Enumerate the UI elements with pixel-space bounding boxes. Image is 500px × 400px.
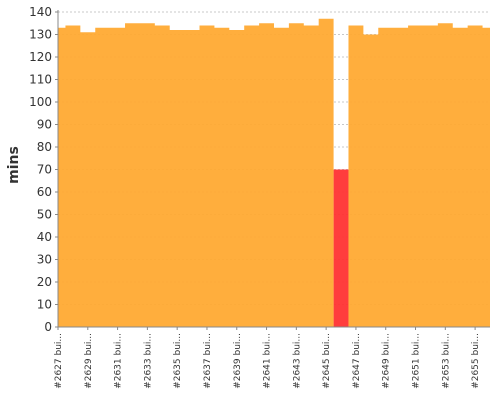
x-tick-label: #2649 bui...	[382, 333, 392, 389]
x-tick-label: #2629 bui...	[84, 333, 94, 389]
x-tick-label: #2627 bui...	[54, 333, 64, 389]
x-tick-label: #2655 bui...	[471, 333, 481, 389]
y-axis-title: mins	[6, 146, 22, 184]
x-tick-label: #2643 bui...	[292, 333, 302, 389]
x-tick-label: #2651 bui...	[412, 333, 422, 389]
y-tick-label: 70	[37, 163, 52, 177]
plot-area	[58, 18, 490, 327]
x-tick-label: #2653 bui...	[441, 333, 451, 389]
y-tick-label: 10	[37, 298, 52, 312]
y-tick-label: 40	[37, 230, 52, 244]
x-tick-label: #2647 bui...	[352, 333, 362, 389]
series-area	[58, 18, 490, 327]
x-tick-label: #2639 bui...	[233, 333, 243, 389]
y-tick-labels: 0 10 20 30 40 50 60 70 80 90 100 110 120 130 140	[29, 5, 52, 334]
y-tick-label: 20	[37, 275, 52, 289]
x-tick-labels: #2627 bui... #2629 bui... #2631 bui... #263…	[54, 333, 481, 389]
x-tick-label: #2631 bui...	[114, 333, 124, 389]
x-tick-label: #2635 bui...	[173, 333, 183, 389]
y-tick-label: 120	[29, 50, 52, 64]
y-tick-label: 140	[29, 5, 52, 19]
y-tick-label: 80	[37, 140, 52, 154]
axes	[55, 10, 490, 330]
y-tick-label: 90	[37, 118, 52, 132]
x-tick-label: #2633 bui...	[143, 333, 153, 389]
y-tick-label: 60	[37, 185, 52, 199]
y-tick-label: 100	[29, 95, 52, 109]
y-tick-label: 130	[29, 28, 52, 42]
x-tick-label: #2645 bui...	[322, 333, 332, 389]
y-tick-label: 30	[37, 253, 52, 267]
x-tick-label: #2641 bui...	[263, 333, 273, 389]
x-tick-label: #2637 bui...	[203, 333, 213, 389]
y-tick-label: 0	[44, 320, 52, 334]
y-tick-label: 50	[37, 208, 52, 222]
y-tick-label: 110	[29, 73, 52, 87]
